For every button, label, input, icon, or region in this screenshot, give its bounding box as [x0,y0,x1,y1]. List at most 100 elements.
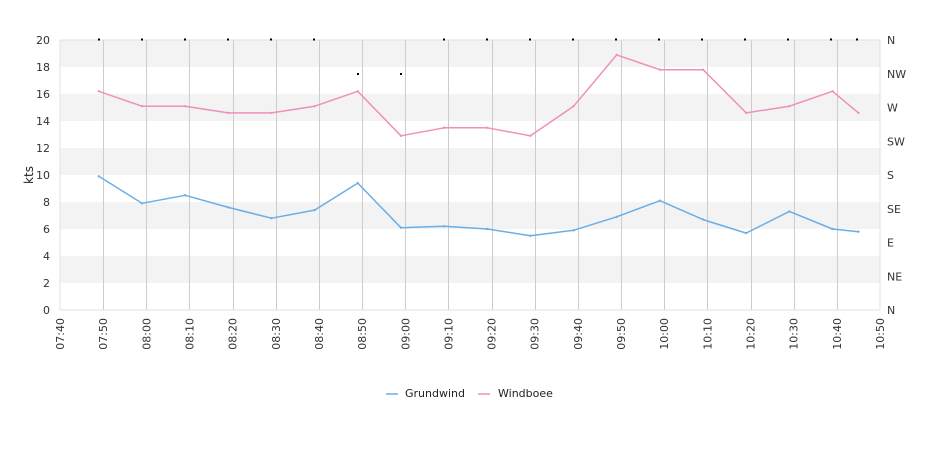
data-point-windboee [658,68,662,71]
direction-marker [615,38,617,41]
data-point-grundwind [227,206,230,209]
direction-marker [98,38,100,41]
legend-item-windboee[interactable]: Windboee [478,387,553,400]
data-point-grundwind [745,231,748,235]
data-point-windboee [745,111,748,115]
x-tick-label: 10:10 [701,318,714,350]
direction-tick-label: SW [887,135,905,148]
direction-tick-label: N [887,304,895,317]
data-point-grundwind [356,181,359,185]
data-point-grundwind [270,217,273,220]
data-point-grundwind [442,225,446,228]
x-tick-label: 08:10 [183,318,196,350]
direction-marker [227,38,229,41]
x-tick-label: 08:00 [140,318,153,350]
grid-band [60,94,880,121]
data-point-grundwind [486,227,489,231]
x-tick-label: 08:20 [227,318,240,350]
plot-bands [60,40,880,283]
data-point-windboee [831,90,834,93]
grid-band [60,256,880,283]
plot-area-frame [59,39,881,311]
x-tick-label: 09:20 [486,318,499,350]
direction-marker [184,38,186,41]
data-point-windboee [313,104,316,108]
direction-marker [529,38,531,41]
y-axis-ticks: 0 2 4 6 8 10 12 14 16 18 20 [36,34,50,317]
data-point-windboee [486,126,489,129]
direction-tick-label: W [887,102,898,115]
x-tick-label: 10:00 [658,318,671,350]
direction-marker [400,73,402,75]
y-axis-title: kts [22,166,36,184]
direction-marker [658,38,660,41]
data-point-windboee [788,104,791,108]
grid-band [60,202,880,229]
direction-marker [744,38,746,41]
direction-marker [313,38,315,41]
x-tick-label: 09:50 [615,318,628,350]
data-point-windboee [183,104,187,108]
direction-axis-ticks: N NE E SE S SW W NW N [887,34,906,317]
x-tick-label: 10:30 [788,318,801,350]
x-tick-label: 10:50 [874,318,887,350]
x-tick-label: 09:10 [442,318,455,350]
y-tick-label: 16 [36,88,50,101]
y-tick-label: 14 [36,115,50,128]
y-tick-label: 8 [43,196,50,209]
data-point-grundwind [701,218,705,221]
x-tick-label: 10:20 [745,318,758,350]
x-tick-label: 09:40 [572,318,585,350]
data-point-windboee [97,90,101,93]
legend-label-windboee: Windboee [498,387,553,400]
data-point-grundwind [831,227,834,231]
data-point-windboee [399,134,403,138]
y-tick-label: 4 [43,250,50,263]
data-point-windboee [857,111,860,115]
vertical-gridlines [103,40,838,310]
y-tick-label: 10 [36,169,50,182]
legend-label-grundwind: Grundwind [405,387,465,400]
direction-tick-label: NE [887,270,902,283]
direction-tick-label: NW [887,68,906,81]
y-tick-label: 12 [36,142,50,155]
data-point-grundwind [140,202,144,205]
direction-marker [701,38,703,41]
grid-band [60,40,880,67]
grid-band [60,148,880,175]
direction-tick-label: N [887,34,895,47]
direction-tick-label: SE [887,203,901,216]
data-point-windboee [356,90,359,93]
data-point-grundwind [615,215,618,219]
x-tick-label: 07:40 [54,318,67,350]
data-point-windboee [615,53,618,57]
direction-marker [141,38,143,41]
x-tick-label: 09:00 [399,318,412,350]
y-tick-label: 18 [36,61,50,74]
x-tick-label: 07:50 [97,318,110,350]
data-point-grundwind [857,230,860,233]
x-axis-ticks: 07:40 07:50 08:00 08:10 08:20 08:30 08:40 08:50… [54,318,887,350]
direction-tick-label: E [887,237,894,250]
legend-item-grundwind[interactable]: Grundwind [386,387,465,400]
data-point-windboee [572,104,575,108]
data-point-grundwind [529,234,532,237]
data-point-grundwind [658,199,662,202]
data-point-windboee [270,111,273,115]
direction-marker [357,73,359,75]
direction-marker [486,38,488,41]
data-point-grundwind [572,229,575,232]
data-point-grundwind [183,194,187,197]
data-point-windboee [701,68,705,71]
direction-tick-label: S [887,169,894,182]
data-point-grundwind [97,175,101,178]
y-tick-label: 0 [43,304,50,317]
x-tick-label: 09:30 [529,318,542,350]
direction-marker [443,38,445,41]
legend: Grundwind Windboee [386,387,553,400]
data-point-windboee [442,126,446,129]
y-tick-label: 2 [43,277,50,290]
data-point-windboee [529,134,532,138]
data-point-grundwind [399,226,403,229]
